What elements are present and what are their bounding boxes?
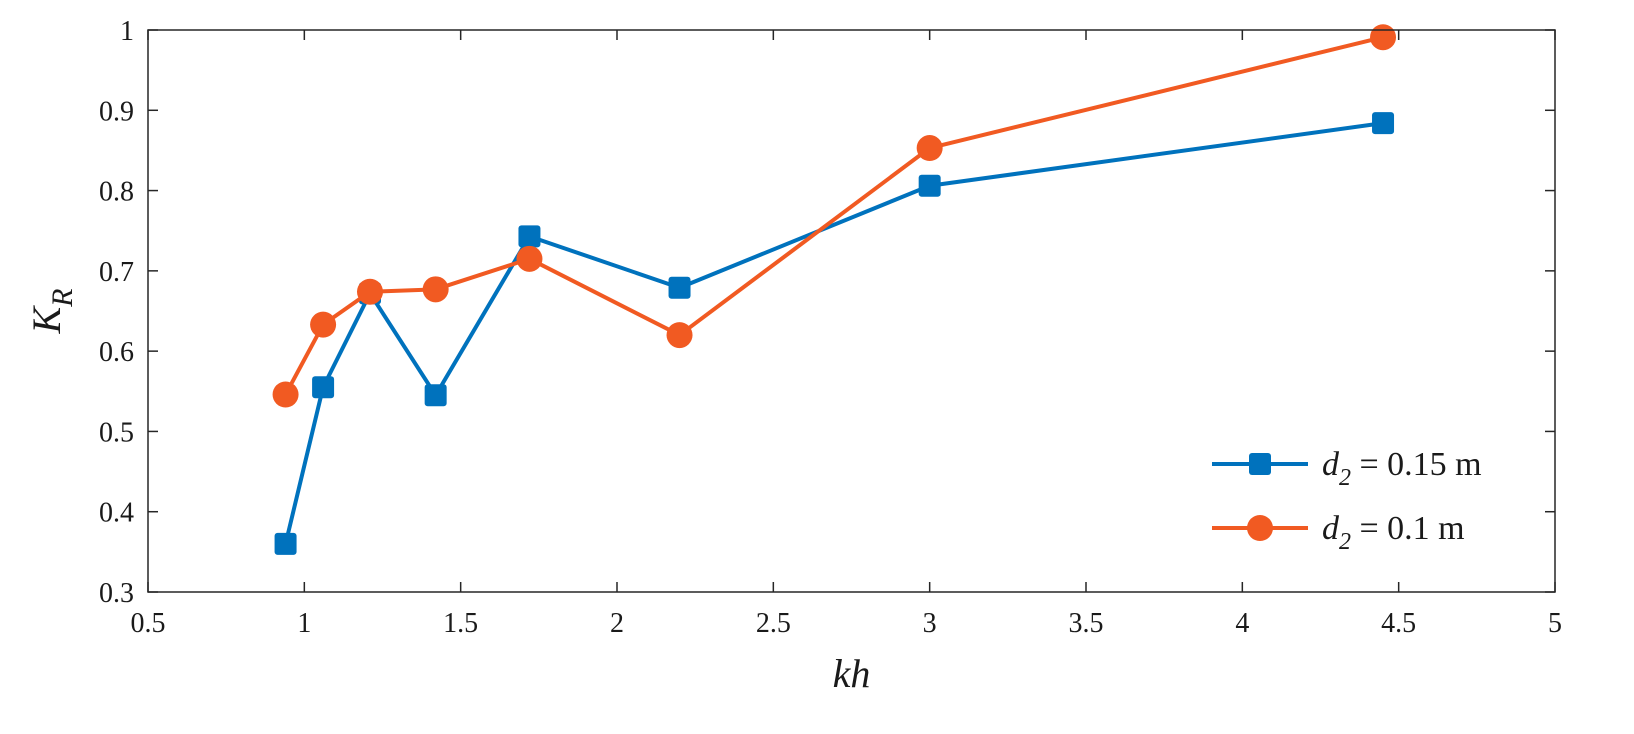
x-tick-label: 2.5	[756, 608, 791, 639]
data-point	[356, 278, 383, 305]
data-point	[1372, 112, 1395, 135]
x-tick-label: 3.5	[1069, 608, 1104, 639]
legend-label-rest: = 0.1 m	[1351, 510, 1465, 547]
x-tick-label: 4	[1235, 608, 1249, 639]
axes: 0.5 1 1.5 2 2.5 3 3.5 4 4.5 5 0.3 0.4 0.5 0.6 0.7 0.8 0.…	[24, 16, 1562, 696]
y-tick-label: 0.9	[99, 96, 134, 127]
x-tick-label: 0.5	[131, 608, 166, 639]
x-tick-label: 3	[923, 608, 937, 639]
data-point	[916, 135, 943, 162]
y-tick-label: 1	[120, 16, 134, 47]
legend-entry-2: d2 = 0.1 m	[1212, 510, 1465, 555]
data-point	[918, 174, 941, 197]
legend-label-symbol: d	[1322, 446, 1340, 483]
data-point	[668, 276, 691, 299]
y-tick-label: 0.4	[99, 498, 134, 529]
legend-marker	[1247, 515, 1273, 541]
legend-label-symbol: d	[1322, 510, 1340, 547]
legend-label: d2 = 0.1 m	[1322, 510, 1465, 555]
x-tick-label: 4.5	[1381, 608, 1416, 639]
y-axis-title: KR	[24, 288, 79, 334]
data-point	[1370, 24, 1397, 51]
y-tick-label: 0.8	[99, 177, 134, 208]
series-2	[272, 24, 1397, 408]
series-1	[274, 112, 1395, 555]
legend-label-rest: = 0.15 m	[1351, 446, 1482, 483]
data-point	[274, 532, 297, 555]
legend-label-sub: 2	[1339, 529, 1351, 555]
y-tick-label: 0.5	[99, 417, 134, 448]
x-tick-label: 1	[297, 608, 311, 639]
x-tick-label: 2	[610, 608, 624, 639]
data-point	[422, 276, 449, 303]
axes-box	[147, 29, 1556, 593]
y-axis-title-sub: R	[46, 288, 79, 307]
data-point	[310, 311, 337, 338]
data-point	[518, 225, 541, 248]
legend-label-sub: 2	[1339, 465, 1351, 491]
legend-marker	[1249, 453, 1271, 475]
plot-area	[272, 24, 1397, 555]
y-tick-label: 0.6	[99, 337, 134, 368]
y-tick-label: 0.7	[99, 257, 134, 288]
legend-label: d2 = 0.15 m	[1322, 446, 1482, 491]
data-point	[666, 322, 693, 349]
y-axis-title-main: K	[24, 305, 69, 335]
data-point	[516, 245, 543, 272]
series-line	[283, 35, 1384, 396]
x-axis-title: kh	[833, 651, 871, 696]
data-point	[424, 384, 447, 407]
y-tick-label: 0.3	[99, 578, 134, 609]
data-point	[312, 376, 335, 399]
x-tick-label: 1.5	[443, 608, 478, 639]
series-line	[283, 121, 1384, 545]
legend: d2 = 0.15 md2 = 0.1 m	[1212, 446, 1482, 555]
data-point	[272, 381, 299, 408]
x-tick-label: 5	[1548, 608, 1562, 639]
legend-entry-1: d2 = 0.15 m	[1212, 446, 1482, 491]
